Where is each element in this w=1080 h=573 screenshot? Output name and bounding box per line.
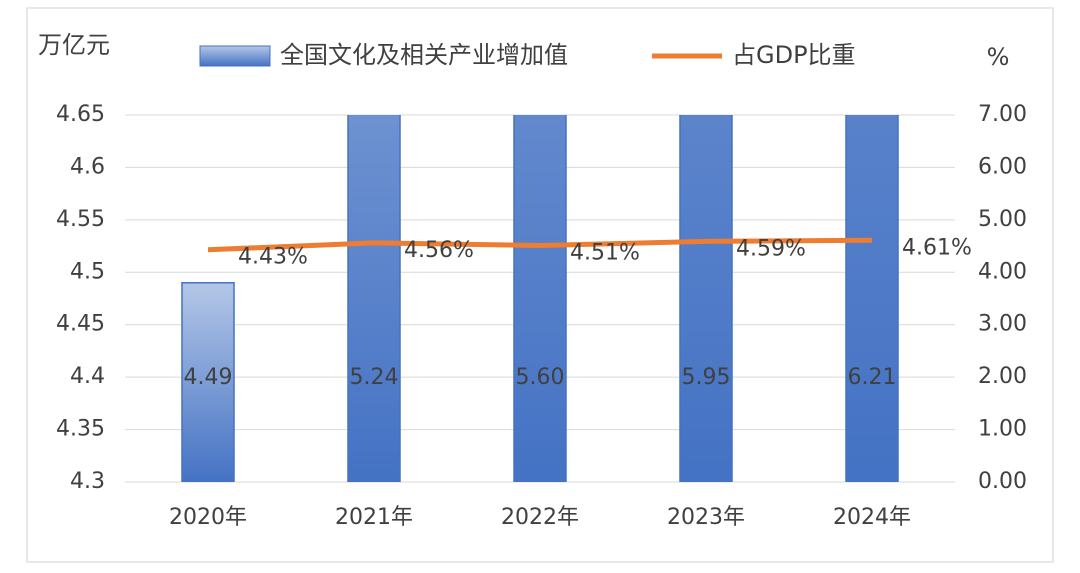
bar (679, 115, 733, 482)
x-tick-label: 2020年 (169, 505, 247, 530)
line-value-label: 4.59% (736, 236, 806, 261)
line (207, 237, 873, 253)
y-tick-label: 4.35 (56, 417, 105, 442)
x-tick-label: 2021年 (335, 505, 413, 530)
x-tick-label: 2024年 (833, 505, 911, 530)
y2-tick-label: 2.00 (978, 364, 1027, 389)
y2-axis-label: % (987, 43, 1010, 71)
y-tick-label: 4.3 (70, 469, 105, 494)
x-tick-label: 2023年 (667, 505, 745, 530)
bar-value-label: 4.49 (184, 365, 233, 390)
legend-label: 全国文化及相关产业增加值 (280, 41, 568, 69)
line-value-label: 4.61% (902, 235, 972, 260)
y-tick-label: 4.5 (70, 259, 105, 284)
y2-tick-label: 4.00 (978, 259, 1027, 284)
y-tick-label: 4.4 (70, 364, 105, 389)
y-tick-label: 4.45 (56, 312, 105, 337)
y2-tick-label: 7.00 (978, 102, 1027, 127)
bars (181, 115, 899, 482)
y2-tick-label: 3.00 (978, 312, 1027, 337)
line-value-label: 4.43% (238, 245, 308, 270)
bar-value-label: 6.21 (848, 365, 897, 390)
line-value-label: 4.56% (404, 238, 474, 263)
legend-swatch (199, 45, 271, 67)
y-tick-label: 4.6 (70, 154, 105, 179)
y-tick-label: 4.55 (56, 207, 105, 232)
bar-value-label: 5.95 (682, 365, 731, 390)
x-tick-label: 2022年 (501, 505, 579, 530)
bar (513, 115, 567, 482)
y2-tick-label: 1.00 (978, 417, 1027, 442)
y2-tick-label: 6.00 (978, 154, 1027, 179)
legend-label: 占GDP比重 (732, 41, 856, 69)
y2-tick-label: 5.00 (978, 207, 1027, 232)
y-axis-label: 万亿元 (38, 31, 110, 59)
overlay: 4.3 4.35 4.4 4.45 4.5 4.55 4.6 4.65 0.00 1.00 2.00… (56, 41, 1027, 530)
line-value-label: 4.51% (570, 241, 640, 266)
bar (347, 115, 401, 482)
bar-value-label: 5.60 (516, 365, 565, 390)
bar (845, 115, 899, 482)
frame (26, 7, 1054, 563)
y-tick-label: 4.65 (56, 102, 105, 127)
bar-value-label: 5.24 (350, 365, 399, 390)
y2-tick-label: 0.00 (978, 469, 1027, 494)
bar (181, 282, 235, 482)
